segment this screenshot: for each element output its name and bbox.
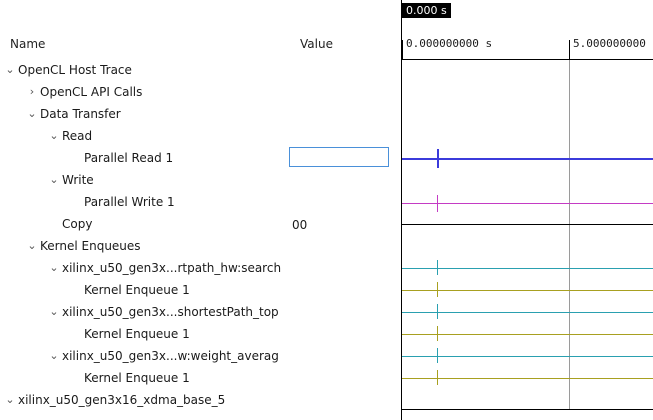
tree-row-label: Kernel Enqueue 1 xyxy=(84,371,190,385)
tree-row-label: xilinx_u50_gen3x...shortestPath_top xyxy=(62,305,279,319)
tree-row[interactable]: Copy xyxy=(0,213,284,235)
kernel-mark-shortest[interactable] xyxy=(437,304,438,319)
kernel-enqueue-mark-1[interactable] xyxy=(437,282,438,297)
kernel-enqueue-track-3[interactable] xyxy=(402,378,653,379)
collapse-arrow-icon[interactable]: ⌄ xyxy=(49,305,59,318)
kernel-track-weight[interactable] xyxy=(402,356,653,357)
tree-row[interactable]: ⌄ OpenCL Host Trace xyxy=(0,59,284,81)
kernel-enqueue-mark-2[interactable] xyxy=(437,326,438,341)
cursor-time-badge: 0.000 s xyxy=(402,3,451,18)
tree-row-label: xilinx_u50_gen3x...w:weight_averag xyxy=(62,349,279,363)
copy-track xyxy=(402,224,653,225)
tree-row-label: Kernel Enqueue 1 xyxy=(84,283,190,297)
tree-row[interactable]: ⌄ xilinx_u50_gen3x...shortestPath_top xyxy=(0,301,284,323)
tree-row-label: Read xyxy=(62,129,93,143)
kernel-mark-weight[interactable] xyxy=(437,348,438,363)
write-track[interactable] xyxy=(402,203,653,204)
expand-arrow-icon[interactable]: › xyxy=(29,85,35,98)
kernel-enqueue-track-2[interactable] xyxy=(402,334,653,335)
tree-row-label: OpenCL API Calls xyxy=(40,85,143,99)
collapse-arrow-icon[interactable]: ⌄ xyxy=(49,261,59,274)
tree-row-label: Write xyxy=(62,173,94,187)
ruler-tick-1 xyxy=(569,40,570,59)
read-track[interactable] xyxy=(402,158,653,160)
ruler-label-0: 0.000000000 s xyxy=(406,37,493,50)
tree-row[interactable]: ⌄ Read xyxy=(0,125,284,147)
tree-row[interactable]: ⌄ Data Transfer xyxy=(0,103,284,125)
timeline-bottom-border xyxy=(402,409,653,410)
collapse-arrow-icon[interactable]: ⌄ xyxy=(5,393,15,406)
tree-row[interactable]: ⌄ xilinx_u50_gen3x...rtpath_hw:search xyxy=(0,257,284,279)
ruler-baseline xyxy=(402,59,653,60)
ruler-label-1: 5.000000000 xyxy=(573,37,646,50)
timeline-panel[interactable] xyxy=(401,0,653,420)
timeline-gridline xyxy=(569,60,570,410)
write-event-mark[interactable] xyxy=(437,195,438,212)
tree-row[interactable]: › OpenCL API Calls xyxy=(0,81,284,103)
kernel-mark-search[interactable] xyxy=(437,260,438,275)
tree-row[interactable]: ⌄ Kernel Enqueues xyxy=(0,235,284,257)
collapse-arrow-icon[interactable]: ⌄ xyxy=(27,239,37,252)
name-column-header[interactable]: Name xyxy=(10,37,46,51)
tree-row[interactable]: ⌄ Write xyxy=(0,169,284,191)
collapse-arrow-icon[interactable]: ⌄ xyxy=(49,129,59,142)
tree-row-label: Copy xyxy=(62,217,93,231)
tree-row-label: Kernel Enqueue 1 xyxy=(84,327,190,341)
tree-row-label: xilinx_u50_gen3x16_xdma_base_5 xyxy=(18,393,226,407)
tree-row[interactable]: Kernel Enqueue 1 xyxy=(0,367,284,389)
tree-row[interactable]: ⌄ xilinx_u50_gen3x16_xdma_base_5 xyxy=(0,389,284,411)
tree-row[interactable]: Kernel Enqueue 1 xyxy=(0,323,284,345)
tree-row-label: Data Transfer xyxy=(40,107,121,121)
collapse-arrow-icon[interactable]: ⌄ xyxy=(49,349,59,362)
kernel-track-search[interactable] xyxy=(402,268,653,269)
value-edit-field[interactable] xyxy=(289,147,389,167)
tree-row-label: Kernel Enqueues xyxy=(40,239,141,253)
kernel-enqueue-track-1[interactable] xyxy=(402,290,653,291)
kernel-enqueue-mark-3[interactable] xyxy=(437,370,438,385)
tree-row-label: Parallel Read 1 xyxy=(84,151,174,165)
tree-row[interactable]: Parallel Write 1 xyxy=(0,191,284,213)
kernel-track-shortest[interactable] xyxy=(402,312,653,313)
tree-row[interactable]: Kernel Enqueue 1 xyxy=(0,279,284,301)
value-column-header[interactable]: Value xyxy=(300,37,333,51)
ruler-tick-0 xyxy=(402,40,403,59)
copy-value: 00 xyxy=(292,218,308,232)
collapse-arrow-icon[interactable]: ⌄ xyxy=(49,173,59,186)
tree-row[interactable]: ⌄ xilinx_u50_gen3x...w:weight_averag xyxy=(0,345,284,367)
collapse-arrow-icon[interactable]: ⌄ xyxy=(27,107,37,120)
tree-row-label: Parallel Write 1 xyxy=(84,195,175,209)
tree-row[interactable]: Parallel Read 1 xyxy=(0,147,284,169)
tree-row-label: OpenCL Host Trace xyxy=(18,63,132,77)
collapse-arrow-icon[interactable]: ⌄ xyxy=(5,63,15,76)
read-event-mark[interactable] xyxy=(437,149,439,168)
tree-row-label: xilinx_u50_gen3x...rtpath_hw:search xyxy=(62,261,282,275)
